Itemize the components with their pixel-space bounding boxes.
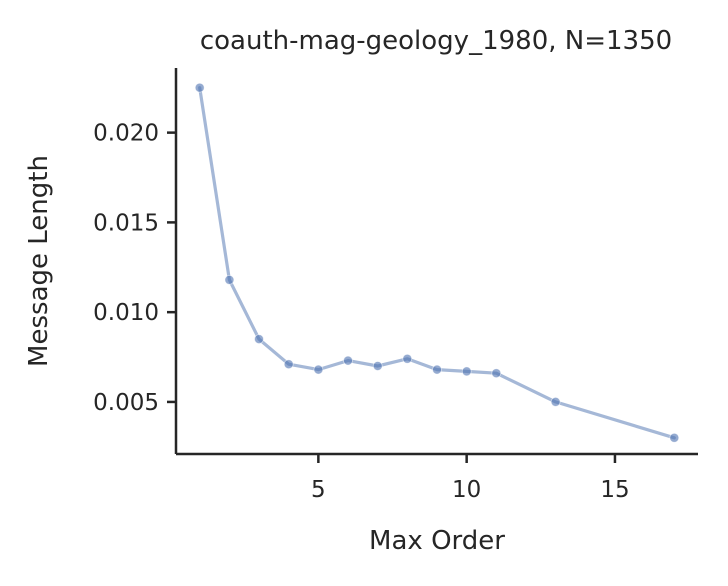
data-point bbox=[224, 274, 235, 285]
data-point bbox=[283, 359, 294, 370]
y-tick-label: 0.015 bbox=[93, 210, 159, 236]
data-point bbox=[669, 432, 680, 443]
data-point bbox=[372, 361, 383, 371]
data-point bbox=[461, 366, 472, 377]
x-tick-label: 10 bbox=[452, 477, 481, 503]
x-tick-label: 15 bbox=[600, 477, 629, 503]
chart-title: coauth-mag-geology_1980, N=1350 bbox=[200, 26, 672, 56]
y-axis-ticks: 0.005 0.010 0.015 0.020 bbox=[93, 121, 176, 416]
y-tick-label: 0.010 bbox=[93, 300, 159, 326]
x-axis-label: Max Order bbox=[369, 526, 505, 556]
y-tick-label: 0.005 bbox=[93, 390, 159, 416]
series-line bbox=[198, 86, 676, 440]
plot-area bbox=[194, 82, 680, 443]
data-point bbox=[432, 364, 442, 375]
data-point bbox=[550, 396, 561, 407]
data-point bbox=[491, 368, 502, 379]
y-axis-label: Message Length bbox=[24, 155, 54, 367]
data-point bbox=[254, 334, 264, 345]
data-point bbox=[343, 355, 353, 366]
data-point bbox=[313, 364, 324, 375]
x-axis-ticks: 5 10 15 bbox=[311, 454, 630, 503]
data-point bbox=[402, 353, 413, 364]
y-tick-label: 0.020 bbox=[93, 121, 159, 147]
x-tick-label: 5 bbox=[311, 477, 326, 503]
data-point bbox=[194, 82, 205, 93]
